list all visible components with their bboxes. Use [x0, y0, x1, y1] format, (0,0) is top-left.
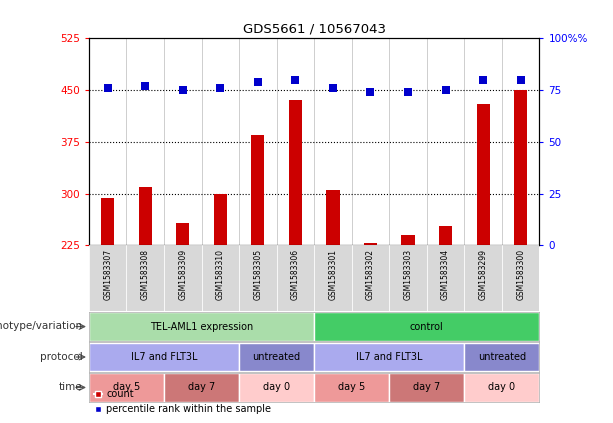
Bar: [126, 245, 164, 311]
Bar: [251, 135, 264, 245]
Point: [328, 85, 338, 91]
Bar: [89, 373, 164, 402]
Bar: [239, 373, 314, 402]
Bar: [465, 343, 539, 371]
Bar: [514, 90, 527, 245]
Bar: [476, 104, 490, 245]
Point: [365, 88, 375, 95]
Point: [291, 76, 300, 83]
Bar: [101, 198, 114, 245]
Bar: [239, 245, 276, 311]
Bar: [364, 243, 377, 245]
Text: GSM1583304: GSM1583304: [441, 249, 450, 300]
Bar: [352, 245, 389, 311]
Bar: [276, 245, 314, 311]
Text: GSM1583305: GSM1583305: [253, 249, 262, 300]
Bar: [139, 187, 152, 245]
Text: GSM1583308: GSM1583308: [141, 249, 150, 299]
Bar: [176, 222, 189, 245]
Text: TEL-AML1 expression: TEL-AML1 expression: [150, 321, 253, 332]
Point: [103, 85, 113, 91]
Bar: [214, 194, 227, 245]
Bar: [89, 343, 239, 371]
Text: GSM1583310: GSM1583310: [216, 249, 225, 299]
Text: day 0: day 0: [489, 382, 516, 393]
Point: [215, 85, 225, 91]
Bar: [289, 100, 302, 245]
Bar: [439, 226, 452, 245]
Text: untreated: untreated: [478, 352, 526, 362]
Bar: [314, 245, 352, 311]
Text: day 5: day 5: [338, 382, 365, 393]
Text: IL7 and FLT3L: IL7 and FLT3L: [131, 352, 197, 362]
Text: day 0: day 0: [263, 382, 290, 393]
Text: day 7: day 7: [188, 382, 215, 393]
Point: [441, 87, 451, 93]
Text: GSM1583307: GSM1583307: [103, 249, 112, 300]
Bar: [427, 245, 465, 311]
Point: [516, 76, 525, 83]
Bar: [89, 245, 126, 311]
Bar: [389, 245, 427, 311]
Bar: [465, 373, 539, 402]
Point: [403, 88, 413, 95]
Text: GSM1583300: GSM1583300: [516, 249, 525, 300]
Text: time: time: [59, 382, 83, 392]
Text: control: control: [410, 321, 444, 332]
Title: GDS5661 / 10567043: GDS5661 / 10567043: [243, 22, 386, 36]
Point: [478, 76, 488, 83]
Point: [178, 87, 188, 93]
Bar: [326, 190, 340, 245]
Bar: [164, 373, 239, 402]
Text: day 7: day 7: [413, 382, 440, 393]
Text: protocol: protocol: [40, 352, 83, 362]
Bar: [239, 343, 314, 371]
Bar: [202, 245, 239, 311]
Bar: [314, 312, 539, 341]
Text: untreated: untreated: [253, 352, 301, 362]
Text: GSM1583299: GSM1583299: [479, 249, 487, 299]
Text: GSM1583302: GSM1583302: [366, 249, 375, 299]
Text: GSM1583306: GSM1583306: [291, 249, 300, 300]
Bar: [502, 245, 539, 311]
Text: genotype/variation: genotype/variation: [0, 321, 83, 331]
Bar: [465, 245, 502, 311]
Text: GSM1583301: GSM1583301: [329, 249, 337, 299]
Point: [253, 78, 263, 85]
Text: GSM1583309: GSM1583309: [178, 249, 187, 300]
Bar: [89, 312, 314, 341]
Bar: [164, 245, 202, 311]
Legend: count, percentile rank within the sample: count, percentile rank within the sample: [94, 389, 272, 414]
Bar: [402, 235, 414, 245]
Text: GSM1583303: GSM1583303: [403, 249, 413, 300]
Bar: [314, 343, 465, 371]
Bar: [389, 373, 465, 402]
Text: IL7 and FLT3L: IL7 and FLT3L: [356, 352, 422, 362]
Text: day 5: day 5: [113, 382, 140, 393]
Bar: [314, 373, 389, 402]
Point: [140, 82, 150, 89]
